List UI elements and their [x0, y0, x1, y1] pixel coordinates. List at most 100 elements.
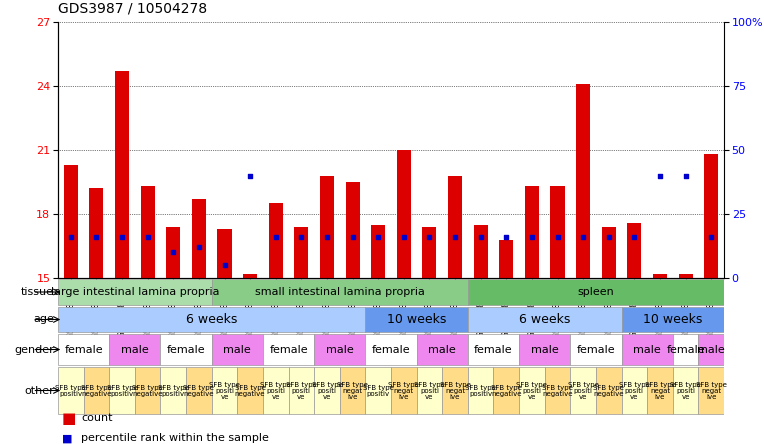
Text: male: male	[531, 345, 558, 354]
Bar	[704, 154, 718, 278]
Bar	[442, 367, 468, 414]
Point	[295, 234, 307, 241]
Bar	[519, 333, 570, 365]
Bar	[83, 367, 109, 414]
Bar	[212, 278, 468, 305]
Point	[193, 244, 205, 251]
Bar	[468, 278, 724, 305]
Bar	[468, 367, 494, 414]
Bar	[109, 333, 160, 365]
Point	[90, 234, 102, 241]
Point	[423, 234, 435, 241]
Point	[449, 234, 461, 241]
Bar	[653, 274, 667, 278]
Text: age: age	[34, 314, 54, 325]
Point	[603, 234, 615, 241]
Point	[244, 172, 256, 179]
Bar	[365, 333, 416, 365]
Text: SFB type
positiv: SFB type positiv	[158, 385, 189, 396]
Bar	[135, 367, 160, 414]
Bar	[345, 182, 360, 278]
Bar	[622, 333, 673, 365]
Text: female: female	[64, 345, 103, 354]
Bar	[391, 367, 416, 414]
Text: 10 weeks: 10 weeks	[387, 313, 446, 326]
Bar	[596, 367, 622, 414]
Bar	[89, 188, 103, 278]
Text: SFB type
positiv: SFB type positiv	[465, 385, 496, 396]
Text: 6 weeks: 6 weeks	[186, 313, 238, 326]
Bar	[602, 227, 616, 278]
Text: SFB type
positi
ve: SFB type positi ve	[516, 381, 547, 400]
Bar	[678, 274, 693, 278]
Bar	[58, 367, 83, 414]
Bar	[468, 306, 622, 333]
Text: SFB type
negat
ive: SFB type negat ive	[645, 381, 675, 400]
Bar	[576, 84, 590, 278]
Text: GDS3987 / 10504278: GDS3987 / 10504278	[58, 2, 207, 16]
Text: SFB type
positi
ve: SFB type positi ve	[209, 381, 240, 400]
Point	[474, 234, 487, 241]
Bar	[212, 367, 238, 414]
Point	[219, 262, 231, 269]
Bar	[263, 367, 289, 414]
Point	[526, 234, 538, 241]
Text: SFB type
negative: SFB type negative	[235, 385, 266, 396]
Point	[398, 234, 410, 241]
Text: small intestinal lamina propria: small intestinal lamina propria	[255, 287, 425, 297]
Text: female: female	[474, 345, 513, 354]
Bar	[673, 367, 698, 414]
Bar	[371, 225, 385, 278]
Point	[679, 172, 691, 179]
Text: SFB type
negat
ive: SFB type negat ive	[439, 381, 471, 400]
Text: SFB type
negative: SFB type negative	[490, 385, 522, 396]
Text: ■: ■	[62, 411, 76, 426]
Text: SFB type
positi
ve: SFB type positi ve	[568, 381, 598, 400]
Text: SFB type
negative: SFB type negative	[81, 385, 112, 396]
Text: female: female	[269, 345, 308, 354]
Text: female: female	[167, 345, 206, 354]
Point	[346, 234, 358, 241]
Point	[628, 234, 640, 241]
Bar	[63, 165, 78, 278]
Text: male: male	[633, 345, 661, 354]
Bar	[365, 367, 391, 414]
Point	[167, 249, 180, 256]
Text: tissue: tissue	[21, 287, 54, 297]
Bar	[673, 333, 698, 365]
Point	[372, 234, 384, 241]
Text: SFB type
negat
ive: SFB type negat ive	[388, 381, 419, 400]
Bar	[698, 367, 724, 414]
Point	[654, 172, 666, 179]
Text: SFB type
positi
ve: SFB type positi ve	[414, 381, 445, 400]
Bar	[416, 333, 468, 365]
Text: percentile rank within the sample: percentile rank within the sample	[81, 433, 269, 444]
Bar	[499, 240, 513, 278]
Bar	[167, 227, 180, 278]
Point	[705, 234, 717, 241]
Text: SFB type
positi
ve: SFB type positi ve	[619, 381, 650, 400]
Point	[65, 234, 77, 241]
Text: female: female	[372, 345, 410, 354]
Bar	[422, 227, 436, 278]
Point	[270, 234, 282, 241]
Bar	[550, 186, 565, 278]
Bar	[340, 367, 365, 414]
Text: SFB type
positi
ve: SFB type positi ve	[286, 381, 317, 400]
Bar	[192, 199, 206, 278]
Bar	[160, 333, 212, 365]
Bar	[570, 333, 622, 365]
Bar	[622, 306, 724, 333]
Bar	[294, 227, 309, 278]
Text: female: female	[666, 345, 705, 354]
Text: SFB type
positiv: SFB type positiv	[363, 385, 393, 396]
Bar	[448, 175, 462, 278]
Text: male: male	[121, 345, 149, 354]
Bar	[545, 367, 570, 414]
Bar	[365, 306, 468, 333]
Bar	[570, 367, 596, 414]
Bar	[289, 367, 314, 414]
Text: 6 weeks: 6 weeks	[519, 313, 571, 326]
Point	[500, 234, 513, 241]
Bar	[263, 333, 314, 365]
